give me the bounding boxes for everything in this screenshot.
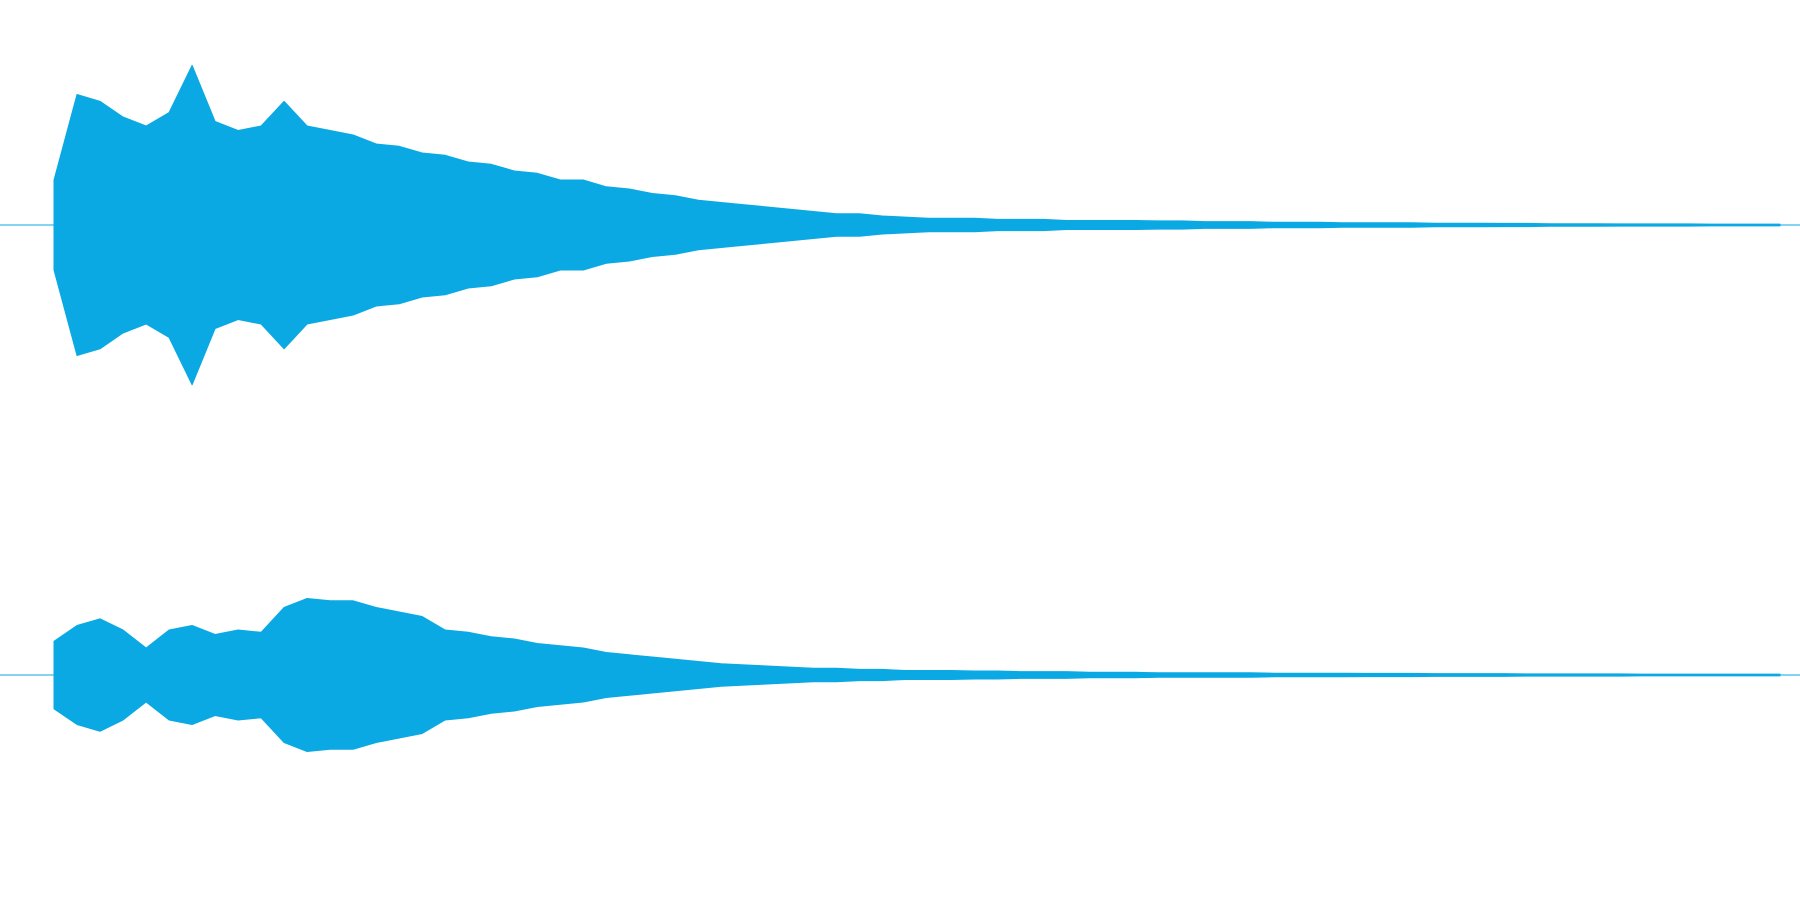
waveform-upper xyxy=(53,598,1781,676)
waveform-lower xyxy=(53,224,1781,386)
waveform-upper xyxy=(53,64,1781,226)
waveform-lower xyxy=(53,674,1781,752)
